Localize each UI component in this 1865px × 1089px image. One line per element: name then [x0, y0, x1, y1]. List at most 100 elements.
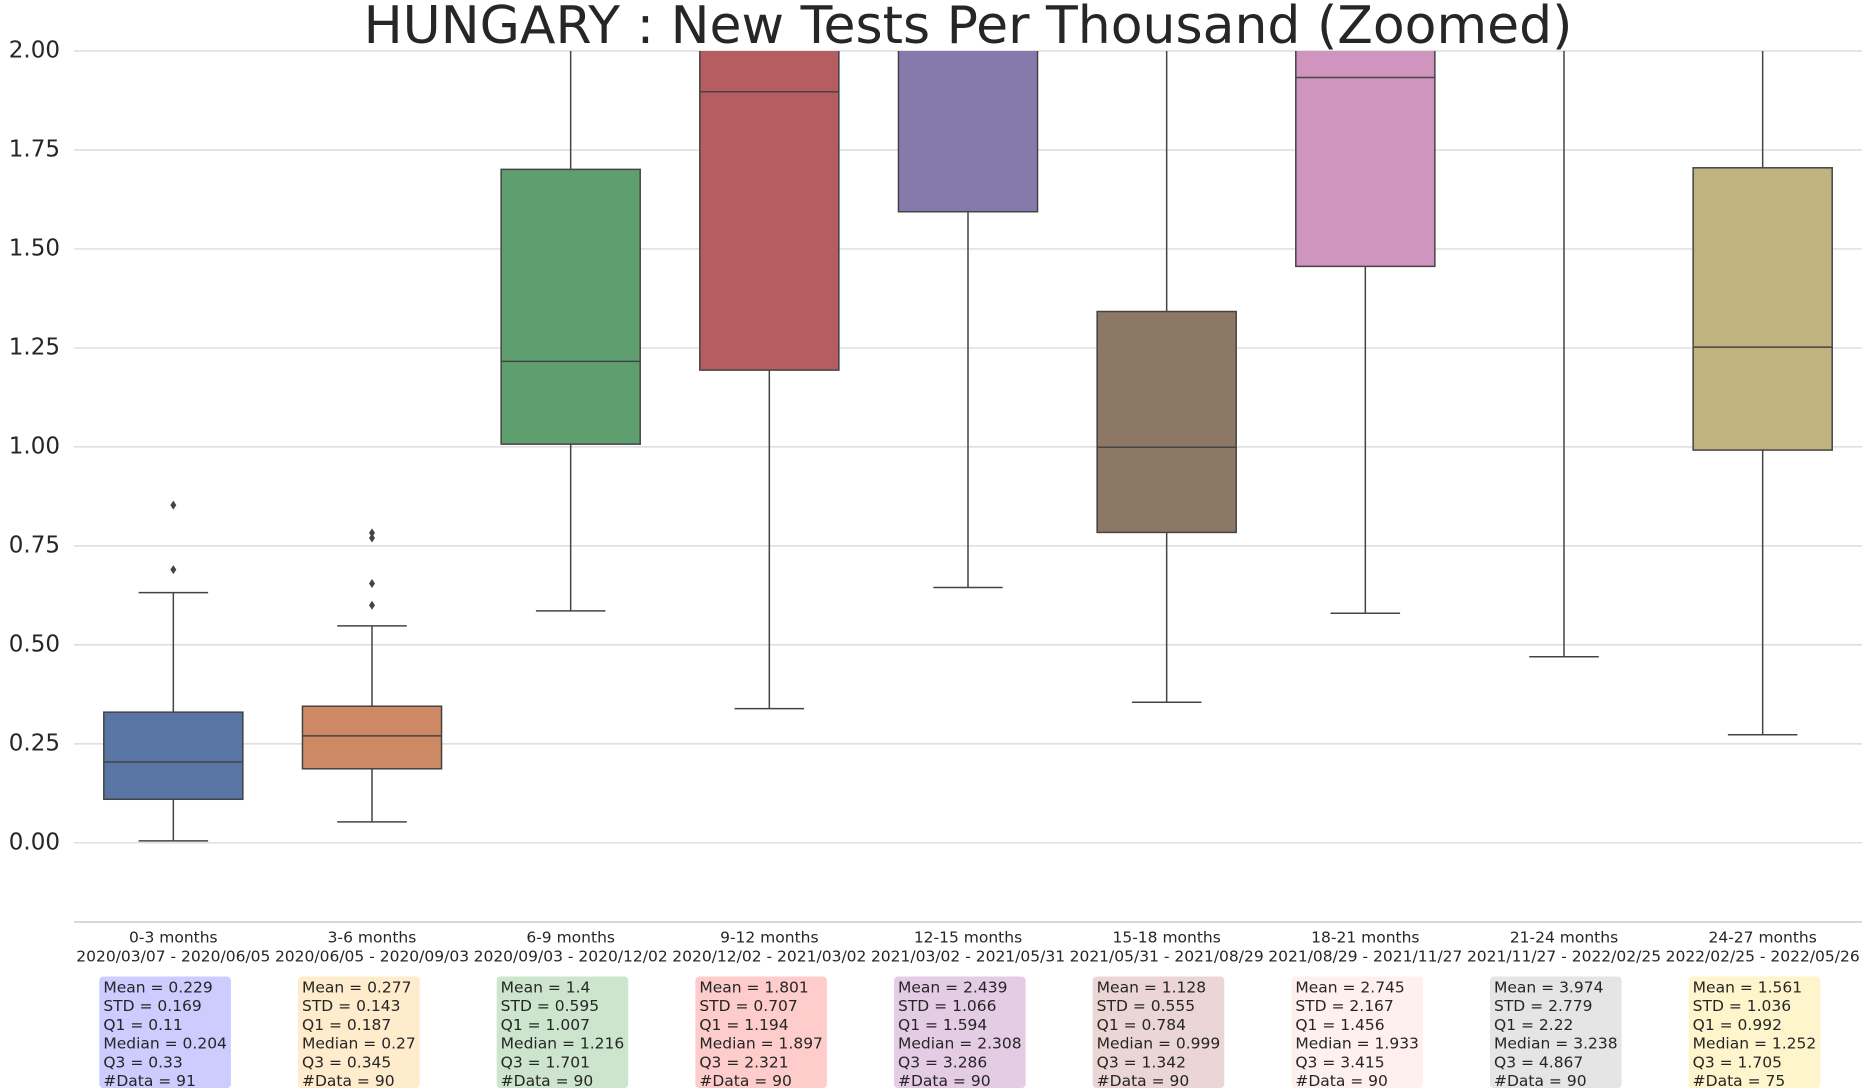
stats-background: [298, 976, 420, 1088]
y-tick-label: 0.75: [9, 532, 60, 558]
outlier: [369, 528, 375, 538]
x-tick-sublabel: 2021/03/02 - 2021/05/31: [871, 948, 1065, 966]
stats-line: Q3 = 0.33: [103, 1053, 182, 1071]
stats-line: Q3 = 1.342: [1097, 1053, 1186, 1071]
stats-line: #Data = 90: [302, 1072, 395, 1089]
stats-line: #Data = 91: [103, 1072, 196, 1089]
stats-line: STD = 0.595: [501, 997, 599, 1015]
stats-line: Median = 0.999: [1097, 1035, 1221, 1053]
stats-line: #Data = 90: [1494, 1072, 1587, 1089]
stats-line: Q3 = 0.345: [302, 1053, 391, 1071]
stats-line: Median = 0.204: [103, 1035, 227, 1053]
x-tick-label: 12-15 months: [914, 929, 1022, 947]
outlier: [170, 500, 177, 510]
stats-line: Mean = 0.277: [302, 979, 411, 997]
stats-line: STD = 0.555: [1097, 997, 1195, 1015]
stats-line: Q3 = 3.415: [1295, 1053, 1384, 1071]
x-tick-label: 15-18 months: [1112, 929, 1220, 947]
y-tick-label: 1.50: [9, 235, 60, 261]
stats-line: Q3 = 2.321: [699, 1053, 788, 1071]
box: [500, 168, 641, 445]
box: [301, 705, 443, 770]
stats-background: [99, 976, 231, 1088]
stats-line: Q1 = 1.007: [501, 1016, 590, 1034]
chart-title: HUNGARY : New Tests Per Thousand (Zoomed…: [364, 0, 1573, 56]
outlier: [170, 565, 177, 575]
stats-line: Q1 = 0.992: [1693, 1016, 1782, 1034]
stats-line: STD = 2.779: [1494, 997, 1592, 1015]
x-tick-label: 9-12 months: [720, 929, 819, 947]
stats-line: Q1 = 1.194: [699, 1016, 788, 1034]
stats-line: Mean = 1.128: [1097, 979, 1206, 997]
stats-line: Q3 = 3.286: [898, 1053, 987, 1071]
box: [103, 711, 244, 801]
x-tick-sublabel: 2021/05/31 - 2021/08/29: [1070, 948, 1264, 966]
stats-line: STD = 0.707: [699, 997, 797, 1015]
stats-line: Q3 = 1.701: [501, 1053, 590, 1071]
box: [1295, 51, 1436, 268]
x-tick-label: 18-21 months: [1311, 929, 1419, 947]
x-tick-sublabel: 2020/06/05 - 2020/09/03: [275, 948, 469, 966]
box: [1692, 167, 1833, 451]
outlier: [369, 533, 375, 543]
stats-line: Q1 = 2.22: [1494, 1016, 1573, 1034]
x-tick-sublabel: 2020/03/07 - 2020/06/05: [76, 948, 270, 966]
stats-line: Q3 = 4.867: [1494, 1053, 1583, 1071]
x-tick-sublabel: 2021/08/29 - 2021/11/27: [1268, 948, 1462, 966]
x-tick-label: 6-9 months: [526, 929, 615, 947]
stats-line: #Data = 90: [898, 1072, 991, 1089]
stats-line: Q3 = 1.705: [1693, 1053, 1782, 1071]
box: [1096, 310, 1237, 534]
stats-line: Median = 1.933: [1295, 1035, 1419, 1053]
stats-line: Mean = 3.974: [1494, 979, 1603, 997]
y-tick-label: 1.00: [9, 433, 60, 459]
stats-line: Mean = 1.4: [501, 979, 591, 997]
stats-line: Q1 = 0.187: [302, 1016, 391, 1034]
stats-line: Q1 = 1.456: [1295, 1016, 1384, 1034]
stats-line: Mean = 1.801: [699, 979, 808, 997]
outlier: [369, 578, 375, 588]
stats-line: Median = 0.27: [302, 1035, 416, 1053]
stats-background: [1490, 976, 1622, 1088]
stats-line: #Data = 90: [1097, 1072, 1190, 1089]
stats-line: STD = 0.143: [302, 997, 400, 1015]
box: [699, 51, 840, 371]
x-tick-label: 24-27 months: [1708, 929, 1816, 947]
stats-line: #Data = 90: [1295, 1072, 1388, 1089]
stats-line: Mean = 0.229: [103, 979, 212, 997]
y-tick-label: 0.00: [9, 829, 60, 855]
stats-line: STD = 1.066: [898, 997, 996, 1015]
x-tick-sublabel: 2020/09/03 - 2020/12/02: [474, 948, 668, 966]
stats-line: #Data = 90: [699, 1072, 792, 1089]
stats-line: Median = 1.216: [501, 1035, 625, 1053]
stats-line: Median = 1.897: [699, 1035, 823, 1053]
stats-background: [1092, 976, 1225, 1088]
stats-line: #Data = 75: [1693, 1072, 1786, 1089]
y-tick-label: 0.50: [9, 631, 60, 657]
stats-background: [1688, 976, 1821, 1088]
outlier: [369, 600, 375, 610]
x-tick-sublabel: 2021/11/27 - 2022/02/25: [1467, 948, 1661, 966]
stats-line: Mean = 2.439: [898, 979, 1007, 997]
y-tick-label: 1.25: [9, 334, 60, 360]
stats-line: Median = 3.238: [1494, 1035, 1618, 1053]
stats-line: Q1 = 1.594: [898, 1016, 987, 1034]
stats-background: [695, 976, 827, 1088]
stats-line: Median = 2.308: [898, 1035, 1022, 1053]
x-tick-label: 3-6 months: [328, 929, 417, 947]
stats-line: Median = 1.252: [1693, 1035, 1817, 1053]
x-tick-label: 21-24 months: [1510, 929, 1618, 947]
x-tick-sublabel: 2020/12/02 - 2021/03/02: [672, 948, 866, 966]
y-tick-label: 2.00: [9, 38, 60, 64]
y-tick-label: 1.75: [9, 136, 60, 162]
x-tick-sublabel: 2022/02/25 - 2022/05/26: [1666, 948, 1860, 966]
stats-line: STD = 0.169: [103, 997, 201, 1015]
